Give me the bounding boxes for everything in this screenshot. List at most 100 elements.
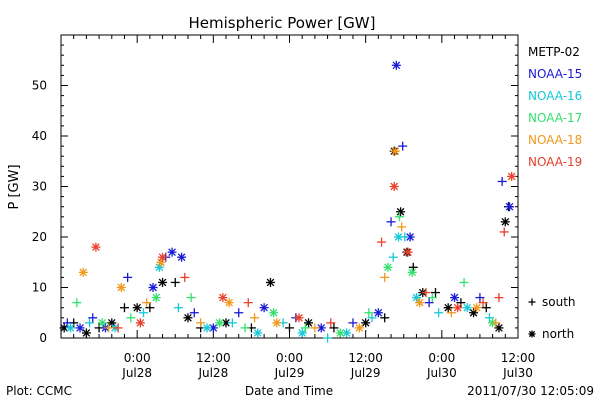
y-tick-label: 50 bbox=[32, 79, 47, 93]
data-point bbox=[173, 303, 183, 313]
x-tick-label-date: Jul28 bbox=[197, 366, 228, 380]
south-marker-icon bbox=[528, 298, 536, 306]
data-point bbox=[427, 293, 437, 303]
data-point bbox=[354, 323, 364, 333]
data-point bbox=[472, 303, 482, 313]
x-tick-label-date: Jul29 bbox=[350, 366, 381, 380]
x-tick-label-time: 12:00 bbox=[501, 351, 536, 365]
data-point bbox=[497, 176, 507, 186]
legend-entry: NOAA-19 bbox=[528, 155, 582, 169]
x-tick-label-date: Jul28 bbox=[121, 366, 152, 380]
data-point bbox=[507, 171, 517, 181]
plot-credit: Plot: CCMC bbox=[6, 384, 72, 398]
x-tick-label-time: 0:00 bbox=[276, 351, 303, 365]
data-point bbox=[170, 277, 180, 287]
data-point bbox=[119, 303, 129, 313]
y-tick-label: 20 bbox=[32, 230, 47, 244]
plot-frame bbox=[60, 34, 519, 339]
data-point bbox=[484, 313, 494, 323]
data-point bbox=[407, 267, 417, 277]
data-point bbox=[388, 252, 398, 262]
legend-entry: NOAA-18 bbox=[528, 133, 582, 147]
data-point bbox=[265, 277, 275, 287]
y-tick-labels: 0 10 20 30 40 50 bbox=[32, 79, 47, 346]
data-point bbox=[411, 293, 421, 303]
data-point bbox=[158, 252, 168, 262]
data-point bbox=[389, 182, 399, 191]
data-point bbox=[475, 293, 485, 303]
data-point bbox=[494, 323, 504, 333]
data-point bbox=[250, 313, 260, 323]
x-tick-label-date: Jul30 bbox=[502, 366, 533, 380]
legend-entry: NOAA-16 bbox=[528, 89, 582, 103]
data-point bbox=[135, 318, 145, 328]
data-point bbox=[142, 298, 152, 308]
data-point bbox=[434, 308, 444, 318]
data-point bbox=[335, 328, 345, 338]
data-point bbox=[494, 293, 504, 303]
chart-title: Hemispheric Power [GW] bbox=[189, 14, 376, 32]
data-point bbox=[85, 318, 95, 328]
data-point bbox=[430, 288, 440, 298]
axis-ticks bbox=[60, 34, 519, 339]
data-point bbox=[272, 318, 282, 328]
data-point bbox=[380, 272, 390, 282]
data-point bbox=[186, 293, 196, 303]
marker-legend: south north bbox=[528, 295, 576, 341]
data-point bbox=[300, 323, 310, 333]
data-point bbox=[304, 318, 314, 328]
data-point bbox=[316, 323, 326, 333]
data-point bbox=[478, 298, 488, 308]
series-legend: METP-02 NOAA-15 NOAA-16 NOAA-17 NOAA-18 NOAA-… bbox=[528, 45, 582, 169]
x-axis-label: Date and Time bbox=[245, 384, 333, 398]
data-point bbox=[72, 298, 82, 308]
x-tick-labels: 0:00Jul2812:00Jul280:00Jul2912:00Jul290:… bbox=[121, 351, 535, 380]
data-point bbox=[285, 323, 294, 333]
data-point bbox=[396, 207, 406, 217]
data-point bbox=[380, 313, 390, 323]
data-point bbox=[329, 323, 339, 333]
data-point bbox=[421, 288, 431, 298]
data-point bbox=[386, 217, 396, 227]
data-point bbox=[443, 303, 453, 313]
data-point bbox=[78, 267, 88, 277]
data-point bbox=[326, 318, 336, 328]
data-point bbox=[139, 308, 149, 318]
data-point bbox=[113, 323, 123, 333]
data-point bbox=[91, 242, 101, 252]
data-point bbox=[361, 318, 371, 328]
data-point bbox=[183, 313, 193, 323]
data-point bbox=[390, 146, 400, 156]
data-point bbox=[408, 262, 418, 272]
data-point bbox=[364, 308, 374, 318]
data-point bbox=[224, 298, 234, 308]
data-point bbox=[383, 262, 393, 272]
legend-entry: METP-02 bbox=[528, 45, 580, 59]
data-point bbox=[145, 303, 155, 313]
data-point bbox=[66, 323, 76, 333]
y-axis-label: P [GW] bbox=[7, 164, 22, 209]
data-point bbox=[196, 318, 206, 328]
x-tick-label-date: Jul30 bbox=[426, 366, 457, 380]
data-point bbox=[450, 293, 460, 303]
data-point bbox=[234, 308, 244, 318]
y-tick-label: 0 bbox=[39, 331, 47, 345]
data-point bbox=[323, 333, 333, 343]
x-tick-label-time: 12:00 bbox=[196, 351, 231, 365]
data-point bbox=[367, 313, 377, 323]
x-tick-label-date: Jul29 bbox=[274, 366, 305, 380]
x-tick-label-time: 0:00 bbox=[124, 351, 151, 365]
data-point bbox=[202, 323, 212, 333]
data-point bbox=[297, 328, 307, 338]
y-tick-label: 10 bbox=[32, 281, 47, 295]
data-point bbox=[88, 313, 98, 323]
data-point bbox=[148, 283, 158, 292]
marker-legend-label: south bbox=[542, 295, 576, 309]
data-point bbox=[269, 308, 279, 318]
data-point bbox=[97, 318, 107, 328]
data-point bbox=[215, 318, 225, 328]
data-point bbox=[116, 283, 126, 292]
data-point bbox=[424, 298, 434, 308]
data-point bbox=[415, 298, 425, 308]
data-point bbox=[253, 328, 263, 338]
